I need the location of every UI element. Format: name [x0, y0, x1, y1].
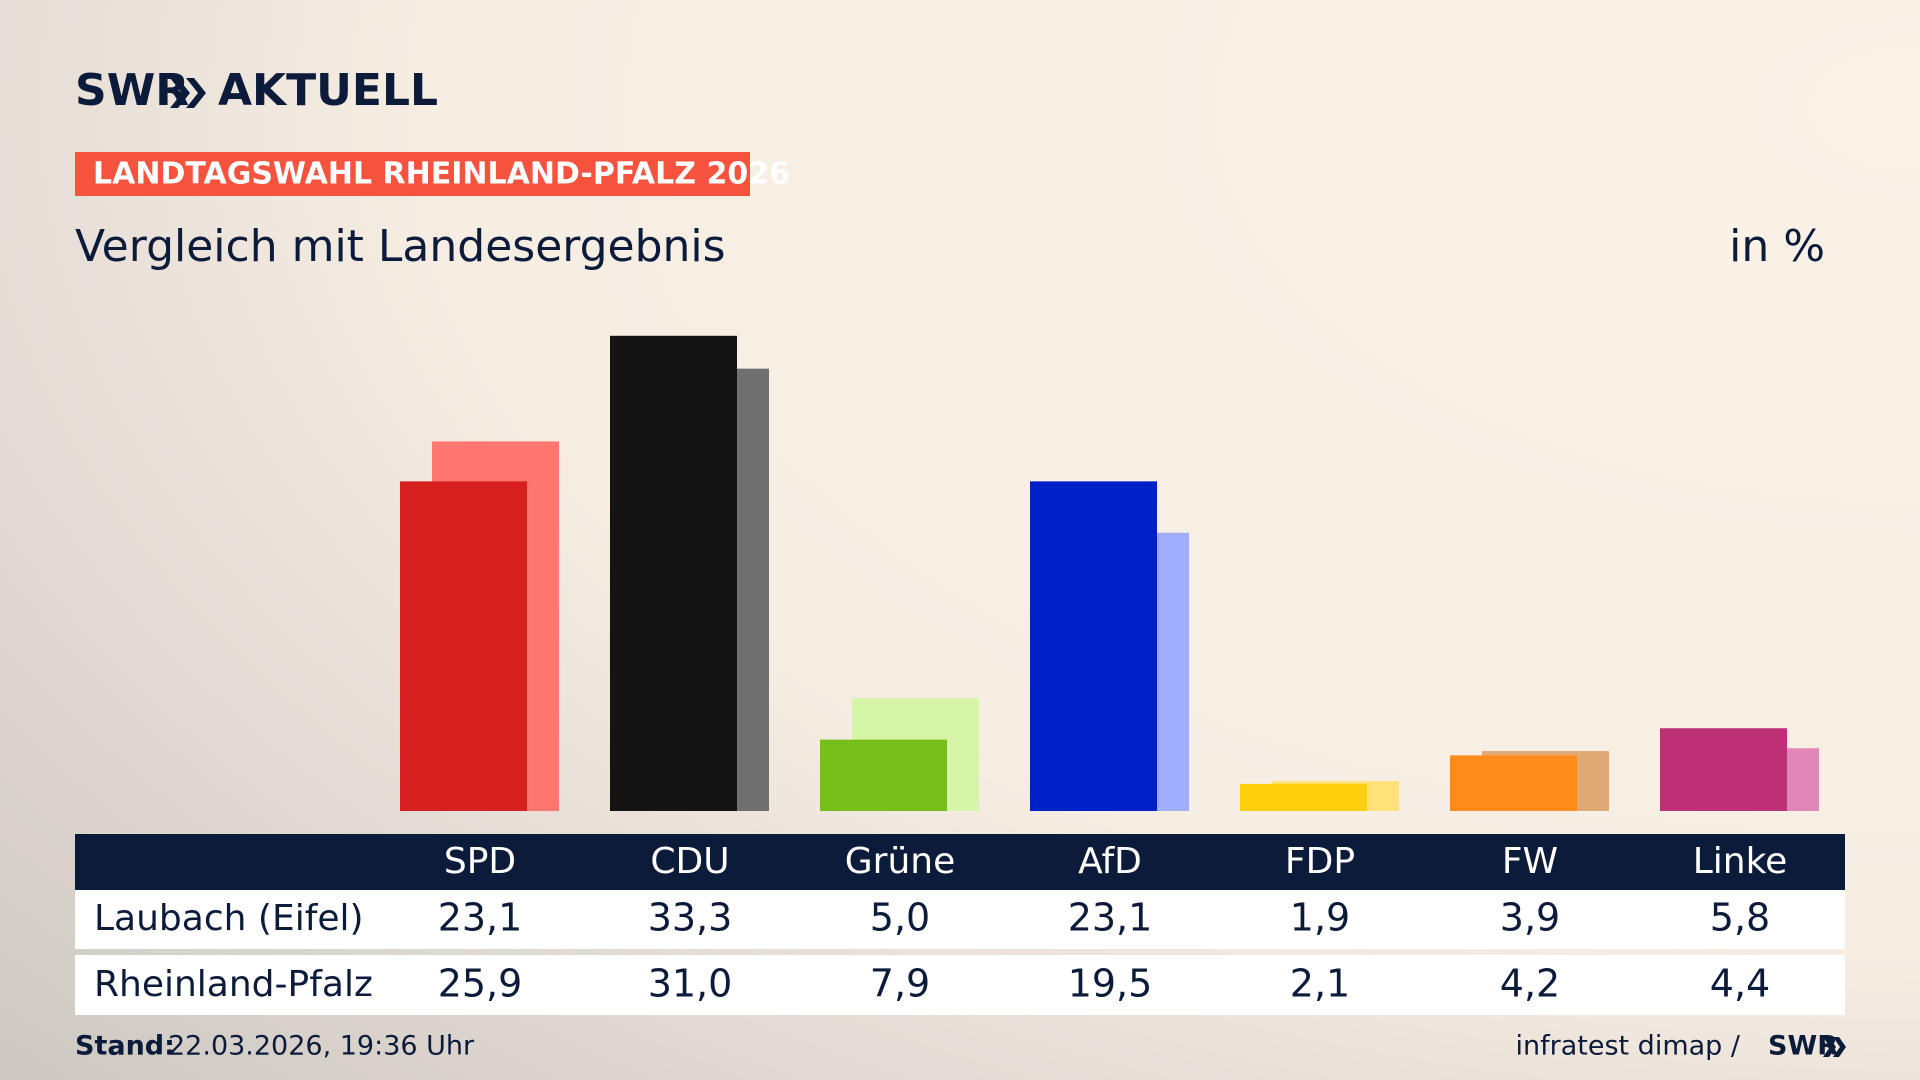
- bar: [400, 481, 527, 811]
- row-label: Laubach (Eifel): [94, 898, 364, 939]
- unit: in %: [1729, 221, 1825, 272]
- badge: [75, 152, 750, 196]
- column-header: FDP: [1285, 841, 1355, 882]
- logo-swr: SWR: [75, 65, 189, 116]
- table-header: [75, 834, 1845, 890]
- value-label: 5,8: [1710, 896, 1770, 940]
- badge-text: LANDTAGSWAHL RHEINLAND-PFALZ 2026: [93, 157, 790, 192]
- value-label: 31,0: [648, 962, 733, 1006]
- logo-chevrons: [170, 78, 206, 108]
- value-label: 3,9: [1500, 896, 1560, 940]
- value-label: 7,9: [870, 962, 930, 1006]
- value-label: 1,9: [1290, 896, 1350, 940]
- stand-label: Stand:: [75, 1031, 175, 1062]
- bar: [610, 335, 737, 811]
- value-label: 4,4: [1710, 962, 1770, 1006]
- table-row: [75, 955, 1845, 1015]
- value-label: 4,2: [1500, 962, 1560, 1006]
- column-header: AfD: [1078, 841, 1142, 882]
- value-label: 33,3: [648, 896, 733, 940]
- bar: [1450, 755, 1577, 811]
- value-label: 19,5: [1068, 962, 1153, 1006]
- column-header: Grüne: [845, 841, 955, 882]
- row-label: Rheinland-Pfalz: [94, 964, 373, 1005]
- stand: 22.03.2026, 19:36 Uhr: [168, 1031, 475, 1062]
- value-label: 5,0: [870, 896, 930, 940]
- footer-chevrons: [1823, 1037, 1846, 1057]
- column-header: CDU: [650, 841, 729, 882]
- value-label: 2,1: [1290, 962, 1350, 1006]
- column-header: SPD: [444, 841, 516, 882]
- bar: [1030, 481, 1157, 811]
- bar: [820, 739, 947, 811]
- table-row: [75, 890, 1845, 949]
- source: infratest dimap /: [1515, 1031, 1740, 1062]
- value-label: 23,1: [1068, 896, 1153, 940]
- column-header: FW: [1502, 841, 1558, 882]
- bar: [1660, 728, 1787, 811]
- bar: [1240, 783, 1367, 811]
- value-label: 25,9: [438, 962, 523, 1006]
- subtitle: Vergleich mit Landesergebnis: [75, 221, 726, 272]
- column-header: Linke: [1693, 841, 1788, 882]
- logo-aktuell: AKTUELL: [218, 65, 438, 116]
- value-label: 23,1: [438, 896, 523, 940]
